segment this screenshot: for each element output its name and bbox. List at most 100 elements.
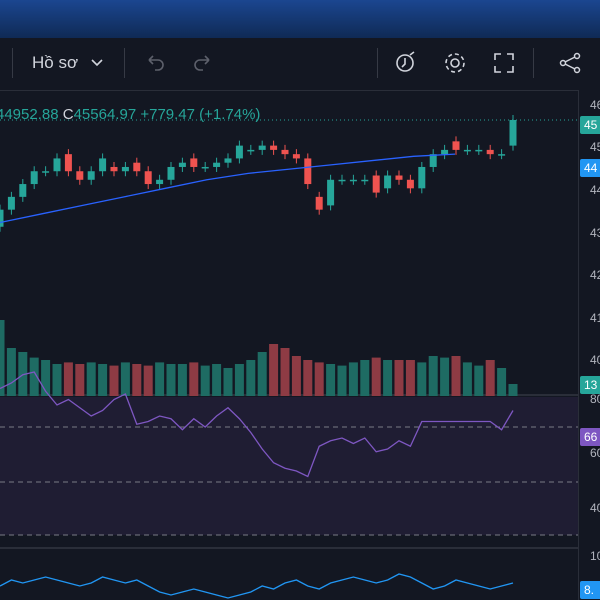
rsi-tick: 80 — [590, 392, 600, 406]
candle-body — [509, 120, 517, 146]
candle-body — [292, 154, 300, 159]
volume-bar — [337, 365, 347, 396]
candle-body — [156, 179, 164, 185]
osc-badge: 8. — [580, 581, 600, 599]
alert-icon[interactable] — [393, 50, 419, 76]
candle-body — [144, 171, 152, 185]
candle-body — [304, 158, 312, 185]
candle-body — [384, 175, 392, 189]
volume-bar — [177, 364, 187, 396]
volume-bar — [41, 360, 51, 396]
rsi-tick: 60 — [590, 446, 600, 460]
candle-body — [475, 149, 483, 152]
gear-icon[interactable] — [442, 50, 468, 76]
candle-body — [167, 166, 175, 180]
volume-bar — [462, 362, 472, 396]
volume-bar — [428, 356, 438, 396]
price-tick: 44 — [590, 183, 600, 197]
volume-bar — [303, 360, 313, 396]
price-tick: 42 — [590, 268, 600, 282]
osc-tick: 10 — [590, 549, 600, 563]
candle-body — [64, 154, 72, 172]
candle-body — [213, 162, 221, 167]
volume-bar — [497, 368, 507, 396]
volume-bar — [86, 362, 96, 396]
candle-body — [0, 209, 4, 227]
volume-bar — [371, 357, 381, 396]
toolbar-separator — [124, 48, 125, 78]
candle-body — [178, 162, 186, 167]
candle-body — [224, 158, 232, 163]
candle-body — [30, 171, 38, 185]
volume-bar — [52, 364, 62, 396]
volume-bar — [314, 362, 324, 396]
candle-body — [372, 175, 380, 193]
rsi-badge: 66 — [580, 428, 600, 446]
price-tick: 46 — [590, 98, 600, 112]
chart-toolbar: Hồ sơ — [0, 38, 600, 91]
candle-body — [133, 162, 141, 172]
legend-close-value: 45564.97 — [73, 106, 137, 123]
volume-bar — [405, 360, 415, 396]
candle-body — [87, 171, 95, 180]
volume-bar — [109, 365, 119, 396]
candle-body — [76, 171, 84, 180]
undo-icon[interactable] — [142, 50, 168, 76]
candle-body — [99, 158, 107, 172]
candle-body — [53, 158, 61, 172]
candle-body — [19, 184, 27, 197]
chart-canvas[interactable] — [0, 90, 578, 600]
volume-bar — [212, 364, 222, 396]
volume-bar — [485, 360, 495, 396]
candle-body — [463, 149, 471, 152]
candle-body — [42, 171, 50, 173]
redo-icon[interactable] — [190, 50, 216, 76]
volume-bar — [0, 320, 5, 396]
volume-bar — [132, 364, 142, 396]
volume-bar — [326, 364, 336, 396]
volume-bar — [383, 360, 393, 396]
candle-body — [235, 145, 243, 159]
volume-bar — [63, 362, 73, 396]
volume-bar — [98, 364, 108, 396]
volume-bar — [155, 362, 165, 396]
candle-body — [121, 166, 129, 172]
ma-value-badge: 44 — [580, 159, 600, 177]
volume-badge: 13 — [580, 376, 600, 394]
volume-bar — [120, 362, 130, 396]
rsi-pane-background — [0, 397, 578, 535]
share-icon[interactable] — [557, 50, 583, 76]
volume-bar — [200, 365, 210, 396]
volume-bar — [29, 357, 39, 396]
volume-bar — [246, 360, 256, 396]
price-tick: 43 — [590, 226, 600, 240]
ohlc-legend: 44952.88 C45564.97 +779.47 (+1.74%) — [0, 106, 260, 123]
volume-bar — [360, 360, 370, 396]
volume-bar — [440, 357, 450, 396]
candle-body — [281, 149, 289, 155]
toolbar-separator — [12, 48, 13, 78]
profile-label: Hồ sơ — [32, 53, 79, 72]
volume-bar — [474, 365, 484, 396]
candle-body — [406, 179, 414, 189]
volume-bar — [451, 356, 461, 396]
profile-dropdown[interactable]: Hồ sơ — [32, 53, 78, 73]
volume-bar — [291, 356, 301, 396]
volume-bar — [280, 348, 290, 396]
legend-close-key: C — [62, 106, 74, 123]
volume-bar — [75, 364, 85, 396]
volume-bar — [234, 364, 244, 396]
chevron-down-icon[interactable] — [88, 53, 106, 71]
volume-bar — [257, 352, 267, 396]
volume-bar — [166, 364, 176, 396]
fullscreen-icon[interactable] — [491, 50, 517, 76]
toolbar-separator — [377, 48, 378, 78]
candle-body — [315, 196, 323, 210]
volume-bar — [6, 348, 16, 396]
candle-body — [201, 166, 209, 169]
volume-bar — [189, 362, 199, 396]
candle-body — [110, 166, 118, 172]
volume-bar — [394, 360, 404, 396]
price-axis[interactable] — [578, 90, 600, 600]
candle-body — [395, 175, 403, 180]
